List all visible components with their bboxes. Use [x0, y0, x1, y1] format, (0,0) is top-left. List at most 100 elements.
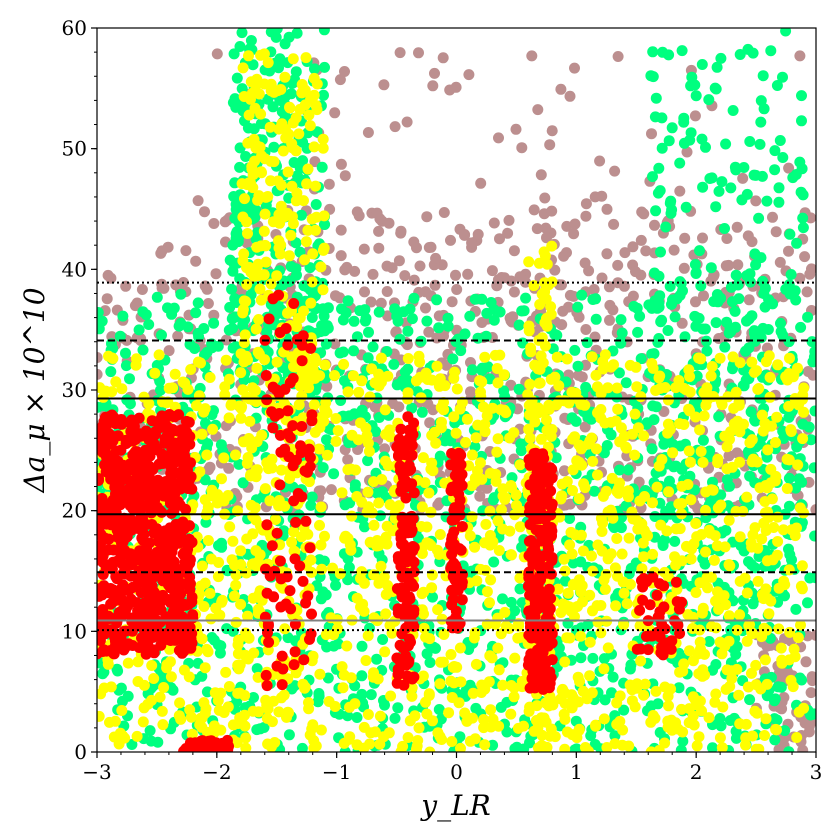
- data-point: [654, 382, 666, 394]
- data-point: [224, 254, 236, 266]
- data-point: [479, 739, 491, 751]
- data-point: [799, 251, 811, 263]
- data-point: [365, 296, 377, 308]
- data-point: [770, 226, 782, 238]
- data-point: [599, 694, 611, 706]
- data-point: [319, 61, 330, 73]
- data-point: [610, 600, 622, 612]
- data-point: [716, 176, 728, 188]
- data-point: [488, 217, 500, 229]
- data-point: [275, 179, 287, 191]
- data-point: [569, 62, 580, 74]
- data-point: [261, 326, 273, 338]
- data-point: [567, 485, 578, 496]
- data-point: [751, 707, 763, 719]
- data-point: [399, 270, 411, 282]
- data-point: [498, 369, 510, 381]
- data-point: [228, 590, 240, 602]
- data-point: [329, 370, 340, 381]
- data-point: [557, 598, 569, 610]
- data-point: [161, 662, 173, 674]
- data-point: [230, 204, 242, 215]
- data-point: [673, 375, 685, 386]
- data-point: [348, 315, 360, 327]
- data-point: [646, 443, 658, 455]
- data-point: [737, 380, 749, 392]
- data-point: [342, 710, 354, 722]
- data-point: [282, 307, 293, 319]
- data-point: [516, 142, 528, 154]
- data-point: [155, 384, 166, 396]
- data-point: [744, 694, 756, 706]
- data-point: [762, 506, 773, 518]
- data-point: [252, 346, 264, 358]
- data-point: [555, 83, 567, 95]
- data-point: [156, 245, 168, 257]
- data-point: [611, 697, 623, 709]
- data-point: [493, 132, 504, 144]
- data-point: [736, 194, 748, 206]
- data-point: [236, 28, 248, 39]
- data-point: [351, 206, 363, 218]
- data-point: [235, 545, 247, 557]
- data-point: [182, 321, 194, 333]
- data-point: [143, 319, 155, 330]
- data-point: [146, 694, 157, 706]
- data-point: [685, 494, 697, 506]
- data-point: [208, 720, 220, 732]
- data-point: [652, 698, 664, 710]
- data-point: [601, 203, 613, 215]
- data-point: [375, 352, 387, 364]
- data-point: [351, 712, 363, 723]
- data-point: [165, 671, 177, 683]
- data-point: [320, 629, 332, 641]
- data-point: [613, 487, 625, 499]
- data-point: [446, 692, 458, 703]
- data-point: [347, 370, 359, 382]
- data-point: [794, 272, 806, 284]
- data-point: [533, 377, 545, 389]
- data-point: [242, 452, 254, 463]
- data-point: [785, 269, 797, 280]
- data-point: [746, 434, 758, 446]
- data-point: [595, 627, 607, 639]
- data-point: [558, 250, 570, 262]
- data-point: [158, 682, 170, 693]
- data-point: [97, 315, 108, 327]
- data-point: [680, 201, 692, 213]
- data-point: [339, 66, 350, 77]
- data-point: [368, 569, 380, 581]
- data-point: [421, 708, 433, 720]
- data-point: [772, 511, 784, 523]
- data-point: [797, 744, 809, 752]
- data-point: [493, 664, 505, 676]
- data-point: [673, 682, 685, 694]
- data-point: [204, 587, 216, 599]
- data-point: [356, 688, 368, 700]
- data-point: [260, 256, 272, 268]
- data-point: [148, 673, 160, 684]
- data-point: [647, 548, 659, 560]
- data-point: [275, 239, 287, 251]
- data-point: [492, 433, 504, 445]
- data-point: [781, 374, 793, 386]
- data-point: [322, 672, 334, 684]
- data-point: [706, 361, 718, 372]
- data-point: [714, 636, 726, 648]
- data-point: [686, 71, 698, 83]
- data-point: [245, 35, 257, 46]
- data-point: [199, 474, 211, 486]
- data-point: [241, 533, 253, 545]
- data-point: [426, 374, 438, 386]
- data-point: [235, 412, 247, 424]
- data-point: [472, 465, 483, 477]
- data-point: [618, 587, 630, 599]
- data-point: [423, 487, 435, 499]
- data-point: [112, 665, 124, 677]
- data-point: [647, 400, 659, 412]
- data-point: [237, 477, 249, 489]
- data-point: [421, 211, 433, 223]
- data-point: [318, 89, 329, 101]
- data-point: [760, 356, 772, 368]
- data-point: [674, 440, 686, 452]
